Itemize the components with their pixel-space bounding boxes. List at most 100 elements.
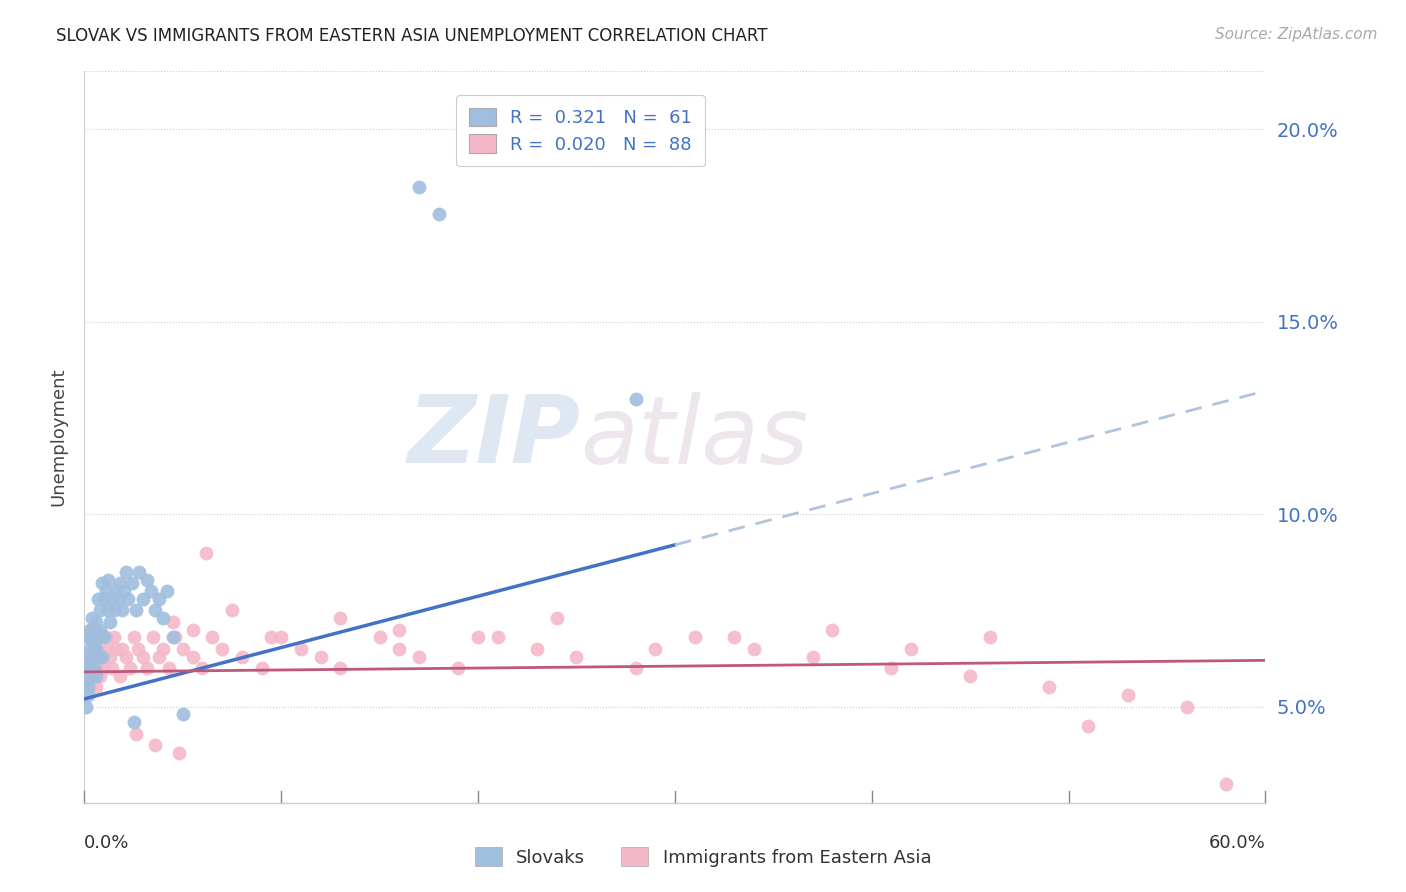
Point	[117, 591, 139, 606]
Point	[75, 649, 97, 664]
Point	[270, 630, 292, 644]
Point	[141, 584, 163, 599]
Point	[408, 179, 430, 194]
Point	[79, 623, 101, 637]
Point	[427, 207, 450, 221]
Point	[467, 630, 489, 644]
Point	[75, 673, 97, 687]
Point	[87, 649, 110, 664]
Text: 0.0%: 0.0%	[84, 834, 129, 852]
Point	[108, 669, 131, 683]
Text: SLOVAK VS IMMIGRANTS FROM EASTERN ASIA UNEMPLOYMENT CORRELATION CHART: SLOVAK VS IMMIGRANTS FROM EASTERN ASIA U…	[56, 27, 768, 45]
Point	[84, 623, 107, 637]
Point	[1215, 776, 1237, 790]
Text: Source: ZipAtlas.com: Source: ZipAtlas.com	[1215, 27, 1378, 42]
Point	[77, 688, 100, 702]
Point	[83, 623, 105, 637]
Point	[152, 611, 174, 625]
Point	[98, 615, 121, 629]
Point	[91, 649, 114, 664]
Point	[136, 661, 159, 675]
Point	[77, 649, 100, 664]
Point	[82, 641, 104, 656]
Point	[87, 641, 110, 656]
Point	[723, 630, 745, 644]
Point	[75, 649, 97, 664]
Point	[801, 649, 824, 664]
Point	[94, 630, 117, 644]
Point	[118, 661, 141, 675]
Point	[75, 673, 97, 687]
Point	[309, 649, 332, 664]
Point	[77, 630, 100, 644]
Point	[121, 576, 143, 591]
Point	[98, 649, 121, 664]
Point	[959, 669, 981, 683]
Point	[84, 615, 107, 629]
Point	[101, 661, 124, 675]
Point	[82, 669, 104, 683]
Point	[77, 669, 100, 683]
Point	[211, 641, 233, 656]
Point	[388, 641, 411, 656]
Point	[142, 630, 165, 644]
Point	[91, 576, 114, 591]
Point	[97, 603, 120, 617]
Point	[181, 623, 204, 637]
Point	[82, 611, 104, 625]
Point	[101, 591, 124, 606]
Point	[79, 681, 101, 695]
Point	[103, 630, 125, 644]
Point	[290, 641, 312, 656]
Point	[97, 641, 120, 656]
Point	[89, 669, 111, 683]
Point	[84, 641, 107, 656]
Point	[148, 591, 170, 606]
Point	[624, 392, 647, 406]
Point	[111, 641, 134, 656]
Point	[683, 630, 706, 644]
Point	[143, 738, 166, 752]
Point	[93, 661, 115, 675]
Point	[329, 611, 352, 625]
Point	[93, 630, 115, 644]
Point	[87, 661, 110, 675]
Point	[75, 661, 97, 675]
Y-axis label: Unemployment: Unemployment	[49, 368, 67, 507]
Point	[172, 641, 194, 656]
Point	[124, 726, 146, 740]
Point	[1038, 681, 1060, 695]
Point	[83, 649, 105, 664]
Point	[108, 576, 131, 591]
Point	[880, 661, 903, 675]
Point	[900, 641, 922, 656]
Point	[77, 681, 100, 695]
Point	[127, 641, 149, 656]
Point	[94, 584, 117, 599]
Point	[79, 653, 101, 667]
Point	[644, 641, 666, 656]
Point	[156, 584, 179, 599]
Point	[91, 649, 114, 664]
Point	[104, 641, 127, 656]
Point	[111, 603, 134, 617]
Point	[79, 669, 101, 683]
Text: ZIP: ZIP	[408, 391, 581, 483]
Point	[107, 591, 129, 606]
Point	[97, 573, 120, 587]
Point	[82, 649, 104, 664]
Point	[114, 565, 136, 579]
Point	[250, 661, 273, 675]
Point	[112, 584, 135, 599]
Point	[89, 623, 111, 637]
Point	[84, 669, 107, 683]
Point	[526, 641, 548, 656]
Point	[565, 649, 588, 664]
Point	[821, 623, 844, 637]
Point	[1116, 688, 1139, 702]
Text: 60.0%: 60.0%	[1209, 834, 1265, 852]
Point	[104, 584, 127, 599]
Point	[195, 545, 218, 559]
Point	[103, 603, 125, 617]
Point	[163, 630, 186, 644]
